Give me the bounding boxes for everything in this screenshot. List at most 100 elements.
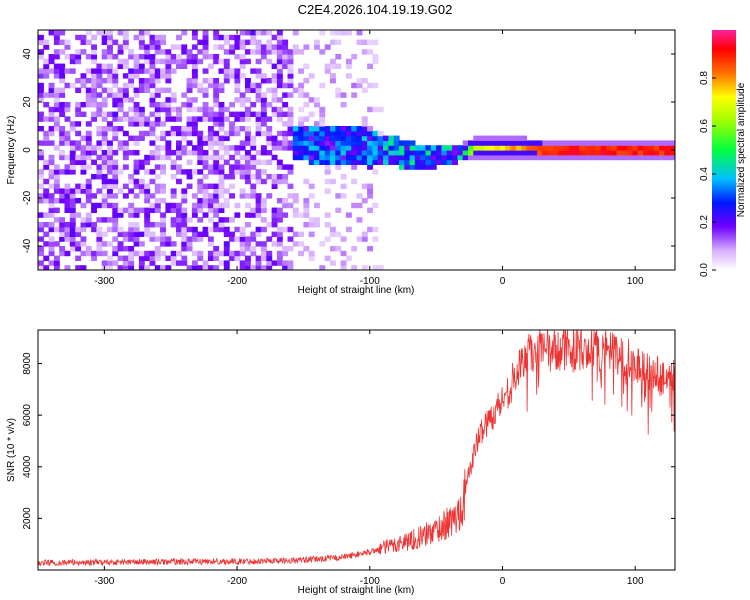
heatmap-cell: [38, 169, 44, 175]
heatmap-cell: [260, 169, 267, 175]
heatmap-cell: [255, 265, 262, 270]
heatmap-cell: [53, 116, 60, 122]
heatmap-cell: [260, 116, 267, 122]
heatmap-cell: [186, 241, 193, 247]
heatmap-cell: [75, 183, 82, 189]
heatmap-cell: [112, 193, 119, 199]
heatmap-cell: [308, 126, 315, 132]
heatmap-cell: [361, 231, 368, 237]
heatmap-cell: [96, 102, 103, 108]
heatmap-cell: [213, 116, 220, 122]
heatmap-cell: [303, 130, 310, 137]
heatmap-cell: [64, 82, 71, 89]
heatmap-cell: [160, 106, 167, 113]
heatmap-cell: [308, 222, 315, 228]
heatmap-cell: [138, 63, 145, 69]
heatmap-cell: [298, 87, 305, 93]
heatmap-cell: [287, 92, 294, 98]
heatmap-cell: [128, 250, 135, 257]
heatmap-cell: [250, 193, 257, 199]
heatmap-cell: [59, 39, 66, 45]
heatmap-cell: [367, 106, 374, 113]
heatmap-cell: [96, 92, 103, 98]
heatmap-cell: [213, 207, 220, 213]
heatmap-cell: [351, 178, 358, 185]
heatmap-cell: [112, 111, 119, 117]
heatmap-cell: [213, 82, 220, 89]
heatmap-cell: [255, 202, 262, 209]
heatmap-cell: [276, 63, 283, 69]
heatmap-cell: [266, 260, 273, 266]
heatmap-cell: [287, 130, 294, 137]
heatmap-cell: [621, 145, 628, 151]
heatmap-cell: [64, 222, 71, 228]
heatmap-cell: [53, 198, 60, 204]
heatmap-cell: [260, 265, 267, 270]
heatmap-cell: [377, 150, 384, 156]
heatmap-cell: [138, 116, 145, 122]
heatmap-cell: [255, 241, 262, 247]
heatmap-cell: [128, 226, 135, 233]
heatmap-cell: [53, 39, 60, 45]
heatmap-cell: [361, 87, 368, 93]
heatmap-cell: [255, 30, 262, 36]
heatmap-cell: [75, 212, 82, 218]
heatmap-cell: [144, 58, 151, 65]
heatmap-cell: [282, 246, 289, 252]
heatmap-cell: [59, 169, 66, 175]
heatmap-cell: [282, 121, 289, 127]
heatmap-cell: [38, 49, 44, 55]
heatmap-cell: [404, 154, 411, 161]
heatmap-cell: [176, 150, 182, 156]
heatmap-cell: [340, 154, 347, 161]
heatmap-cell: [48, 198, 55, 204]
heatmap-cell: [314, 97, 320, 103]
heatmap-cell: [38, 212, 44, 218]
heatmap-cell: [170, 222, 177, 228]
heatmap-cell: [266, 140, 273, 146]
heatmap-cell: [330, 150, 336, 156]
heatmap-cell: [340, 260, 347, 266]
heatmap-cell: [483, 145, 490, 151]
heatmap-cell: [101, 231, 108, 237]
heatmap-cell: [128, 121, 135, 127]
heatmap-cell: [43, 116, 50, 122]
heatmap-cell: [361, 265, 368, 270]
heatmap-cell: [80, 159, 87, 165]
heatmap-cell: [170, 193, 177, 199]
heatmap-cell: [255, 111, 262, 117]
heatmap-cell: [330, 154, 336, 161]
heatmap-cell: [181, 44, 188, 50]
heatmap-cell: [117, 207, 124, 213]
heatmap-cell: [133, 63, 140, 69]
heatmap-cell: [245, 236, 251, 242]
heatmap-cell: [154, 207, 161, 213]
heatmap-cell: [579, 150, 586, 156]
heatmap-cell: [112, 183, 119, 189]
heatmap-cell: [160, 250, 167, 257]
heatmap-cell: [186, 87, 193, 93]
heatmap-cell: [223, 159, 230, 165]
heatmap-cell: [255, 73, 262, 79]
heatmap-cell: [107, 241, 113, 247]
heatmap-cell: [101, 135, 108, 141]
heatmap-cell: [552, 154, 559, 161]
heatmap-cell: [122, 265, 129, 270]
heatmap-cell: [388, 154, 395, 161]
heatmap-cell: [53, 265, 60, 270]
heatmap-cell: [255, 130, 262, 137]
heatmap-cell: [80, 202, 87, 209]
heatmap-cell: [85, 140, 92, 146]
heatmap-cell: [191, 116, 198, 122]
heatmap-cell: [579, 154, 586, 161]
heatmap-cell: [314, 102, 320, 108]
heatmap-cell: [420, 164, 427, 170]
heatmap-cell: [128, 231, 135, 237]
heatmap-cell: [197, 202, 204, 209]
heatmap-cell: [191, 126, 198, 132]
heatmap-cell: [59, 30, 66, 36]
heatmap-cell: [202, 150, 209, 156]
heatmap-cell: [648, 140, 655, 146]
